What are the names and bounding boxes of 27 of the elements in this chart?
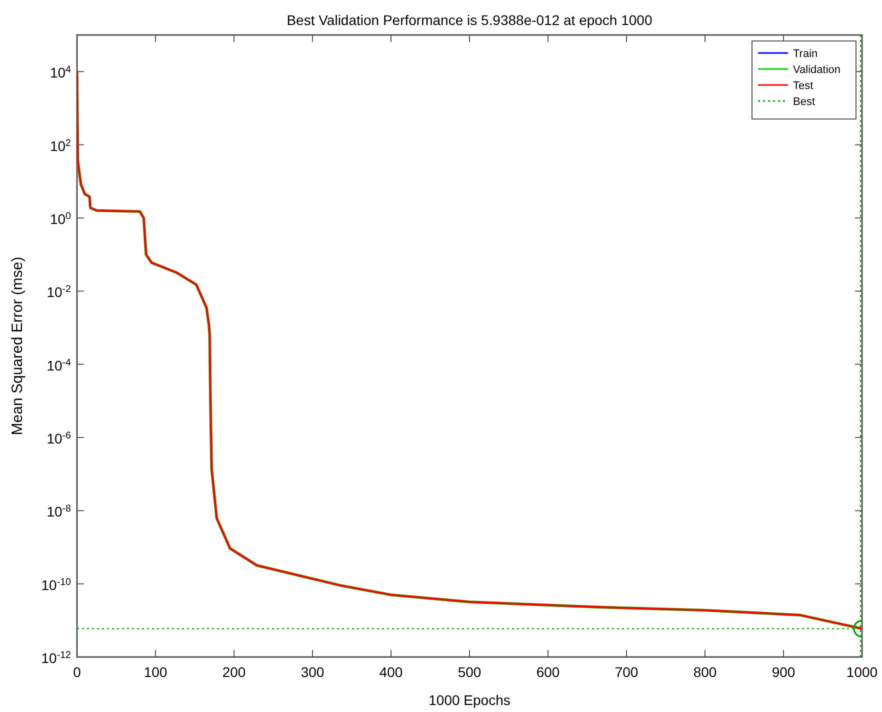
y-tick-label: 10$^{0}$: [50, 210, 72, 227]
x-tick-label: 500: [458, 664, 482, 680]
x-tick-label: 0: [73, 664, 82, 680]
x-tick-label: 800: [693, 664, 717, 680]
y-tick-label: 10$^{-12}$: [41, 650, 71, 666]
y-tick-label: 10$^{-6}$: [46, 430, 72, 446]
y-tick-label: 10$^{-2}$: [46, 284, 71, 300]
x-axis-title: 1000 Epochs: [428, 692, 510, 708]
legend-label: Train: [793, 48, 818, 60]
y-tick-label: 10$^{-10}$: [41, 576, 72, 593]
legend-label: Best: [793, 96, 816, 108]
y-axis-title: Mean Squared Error (mse): [9, 256, 26, 436]
legend-label: Test: [793, 80, 814, 92]
x-tick-label: 100: [144, 664, 168, 680]
y-tick-label: 10$^{-8}$: [46, 503, 72, 520]
x-tick-label: 400: [379, 664, 403, 680]
x-tick-label: 700: [614, 664, 638, 680]
y-tick-label: 10$^{-4}$: [46, 356, 72, 374]
x-tick-label: 900: [772, 664, 796, 680]
x-tick-label: 600: [536, 664, 560, 680]
x-tick-label: 1000: [846, 664, 878, 680]
y-tick-label: 10$^{2}$: [50, 137, 71, 154]
x-tick-label: 200: [222, 664, 246, 680]
x-tick-label: 300: [300, 664, 324, 680]
legend-label: Validation: [793, 64, 840, 76]
y-tick-label: 10$^{4}$: [50, 64, 72, 81]
chart-title: Best Validation Performance is 5.9388e-012 at epoch 1000: [286, 12, 652, 28]
